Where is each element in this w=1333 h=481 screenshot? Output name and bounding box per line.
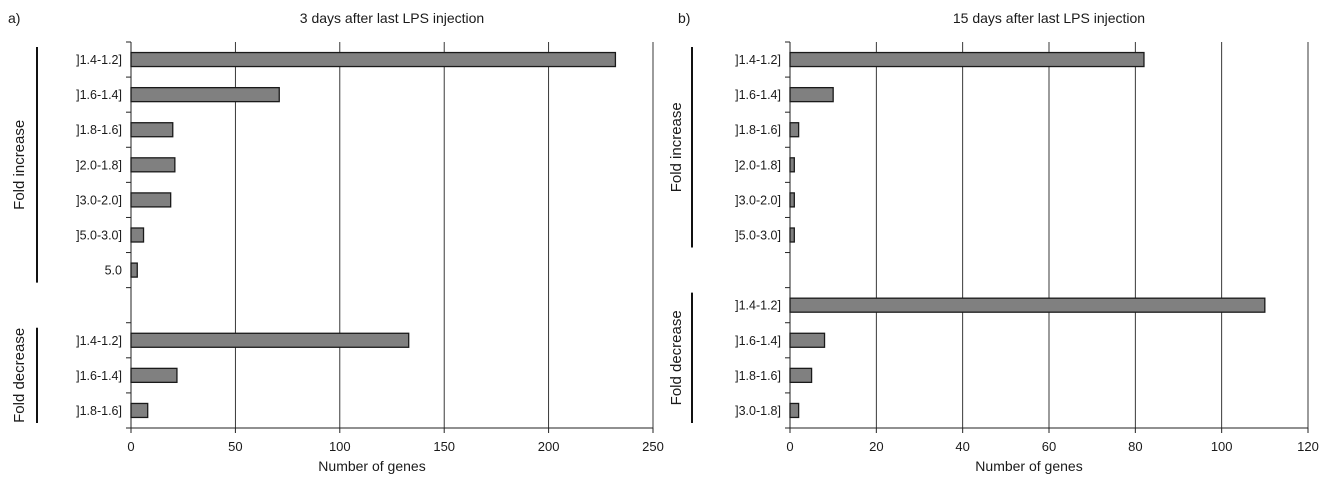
y-tick-label: ]2.0-1.8] bbox=[76, 158, 122, 172]
x-tick-label: 80 bbox=[1128, 439, 1142, 454]
y-tick-label: ]1.4-1.2] bbox=[76, 53, 122, 67]
bar bbox=[789, 402, 800, 419]
chart-panel-b: b) 15 days after last LPS injection 0 20 40 6… bbox=[668, 10, 1319, 474]
y-tick-label: ]1.6-1.4] bbox=[76, 369, 122, 383]
x-tick-label: 120 bbox=[1297, 439, 1319, 454]
y-tick-label: ]3.0-2.0] bbox=[735, 193, 781, 207]
chart-panel-a: a) 3 days after last LPS injection 0 50 100 1… bbox=[8, 10, 664, 474]
y-tick-label: ]3.0-2.0] bbox=[76, 193, 122, 207]
y-tick-label: ]1.8-1.6] bbox=[735, 123, 781, 137]
x-tick-label: 60 bbox=[1042, 439, 1056, 454]
bar bbox=[789, 122, 800, 138]
bar bbox=[789, 227, 795, 243]
bar bbox=[789, 51, 1145, 68]
x-tick-label: 100 bbox=[1211, 439, 1233, 454]
y-tick-label: ]5.0-3.0] bbox=[735, 229, 781, 243]
x-tick-label: 100 bbox=[329, 439, 351, 454]
y-tick-label: ]1.6-1.4] bbox=[735, 334, 781, 348]
y-tick-label: ]1.4-1.2] bbox=[735, 299, 781, 313]
bar bbox=[789, 86, 834, 103]
y-tick-label: ]1.4-1.2] bbox=[735, 53, 781, 67]
group-label: Fold increase bbox=[11, 120, 28, 210]
x-tick-label: 250 bbox=[642, 439, 664, 454]
x-tick-label: 0 bbox=[127, 439, 134, 454]
group-label: Fold decrease bbox=[668, 310, 685, 405]
bar bbox=[789, 297, 1266, 313]
y-tick-label: ]2.0-1.8] bbox=[735, 158, 781, 172]
y-tick-label: ]1.8-1.6] bbox=[735, 369, 781, 383]
group-label: Fold decrease bbox=[11, 328, 28, 423]
y-tick-label: ]1.8-1.6] bbox=[76, 123, 122, 137]
x-tick-label: 20 bbox=[869, 439, 883, 454]
x-tick-label: 0 bbox=[786, 439, 793, 454]
x-tick-label: 40 bbox=[955, 439, 969, 454]
y-tick-label: ]1.6-1.4] bbox=[76, 88, 122, 102]
y-tick-label: 5.0 bbox=[105, 264, 122, 278]
bar bbox=[789, 367, 813, 384]
x-axis-title: Number of genes bbox=[975, 458, 1082, 474]
y-tick-label: ]5.0-3.0] bbox=[76, 229, 122, 243]
group-label: Fold increase bbox=[668, 102, 685, 192]
y-tick-label: ]3.0-1.8] bbox=[735, 404, 781, 418]
x-tick-label: 150 bbox=[433, 439, 455, 454]
bar bbox=[130, 86, 280, 103]
bar bbox=[130, 332, 410, 348]
bar bbox=[130, 192, 172, 208]
bar bbox=[130, 122, 174, 138]
x-tick-label: 50 bbox=[228, 439, 242, 454]
bar bbox=[130, 51, 617, 68]
y-tick-label: ]1.6-1.4] bbox=[735, 88, 781, 102]
bar bbox=[130, 367, 178, 384]
chart-title: 15 days after last LPS injection bbox=[953, 10, 1145, 26]
bar bbox=[789, 332, 826, 348]
panel-letter: b) bbox=[678, 10, 690, 26]
bar bbox=[789, 157, 795, 173]
bar bbox=[130, 157, 176, 173]
bar bbox=[130, 227, 145, 243]
y-tick-label: ]1.4-1.2] bbox=[76, 334, 122, 348]
chart-title: 3 days after last LPS injection bbox=[300, 10, 484, 26]
bar bbox=[789, 192, 795, 208]
bar bbox=[130, 402, 149, 419]
bar bbox=[130, 262, 138, 278]
x-tick-label: 200 bbox=[538, 439, 560, 454]
y-tick-label: ]1.8-1.6] bbox=[76, 404, 122, 418]
panel-letter: a) bbox=[8, 10, 20, 26]
x-axis-title: Number of genes bbox=[318, 458, 425, 474]
